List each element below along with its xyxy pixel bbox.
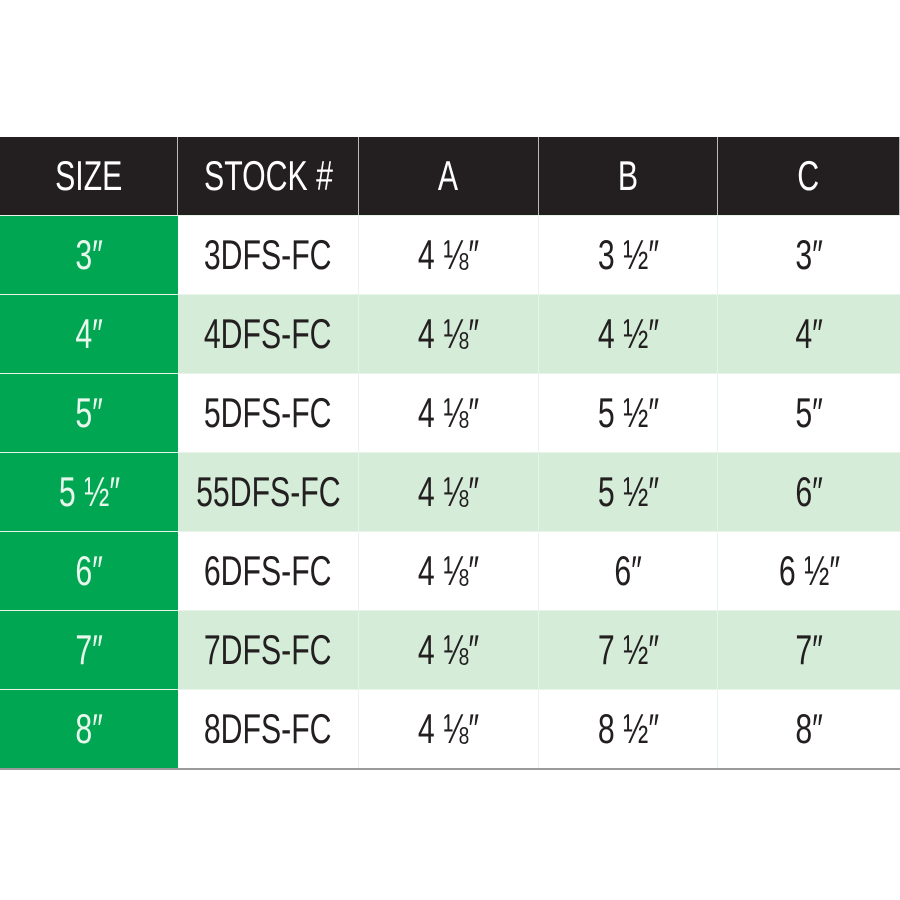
cell-value: 8″	[795, 705, 823, 752]
header-b: B	[539, 137, 718, 215]
cell-b: 4 ½″	[539, 295, 718, 373]
cell-value: 5 ½″	[597, 389, 659, 436]
cell-value: 4 ⅛″	[417, 310, 480, 357]
cell-value: 4 ⅛″	[417, 468, 480, 515]
header-label: C	[797, 152, 820, 199]
table-row: 6″ 6DFS-FC 4 ⅛″ 6″ 6 ½″	[0, 531, 900, 610]
cell-value: 7 ½″	[597, 626, 659, 673]
header-c: C	[718, 137, 900, 215]
cell-b: 3 ½″	[539, 216, 718, 294]
cell-value: 4DFS-FC	[204, 310, 332, 357]
cell-c: 6 ½″	[718, 532, 900, 610]
cell-c: 3″	[718, 216, 900, 294]
cell-value: 8DFS-FC	[204, 705, 332, 752]
cell-value: 6″	[795, 468, 823, 515]
cell-size: 7″	[0, 611, 178, 689]
cell-size: 5 ½″	[0, 453, 178, 531]
cell-value: 3″	[795, 231, 823, 278]
cell-value: 4″	[75, 310, 103, 357]
cell-size: 5″	[0, 374, 178, 452]
cell-stock-number: 6DFS-FC	[178, 532, 359, 610]
table-row: 7″ 7DFS-FC 4 ⅛″ 7 ½″ 7″	[0, 610, 900, 689]
cell-value: 8 ½″	[597, 705, 659, 752]
cell-value: 5″	[75, 389, 103, 436]
header-label: B	[617, 152, 639, 199]
cell-value: 7DFS-FC	[204, 626, 332, 673]
cell-value: 3DFS-FC	[204, 231, 332, 278]
cell-value: 4 ⅛″	[417, 626, 480, 673]
cell-a: 4 ⅛″	[359, 532, 539, 610]
table-row: 5″ 5DFS-FC 4 ⅛″ 5 ½″ 5″	[0, 373, 900, 452]
cell-a: 4 ⅛″	[359, 216, 539, 294]
cell-b: 5 ½″	[539, 374, 718, 452]
cell-a: 4 ⅛″	[359, 453, 539, 531]
table-row: 3″ 3DFS-FC 4 ⅛″ 3 ½″ 3″	[0, 215, 900, 294]
header-a: A	[359, 137, 539, 215]
cell-value: 5 ½″	[58, 468, 120, 515]
cell-stock-number: 4DFS-FC	[178, 295, 359, 373]
header-label: STOCK #	[203, 152, 333, 199]
header-label: A	[438, 152, 459, 199]
cell-size: 3″	[0, 216, 178, 294]
cell-stock-number: 8DFS-FC	[178, 690, 359, 768]
cell-value: 4″	[795, 310, 823, 357]
cell-c: 7″	[718, 611, 900, 689]
cell-stock-number: 55DFS-FC	[178, 453, 359, 531]
cell-value: 5″	[795, 389, 823, 436]
cell-value: 4 ⅛″	[417, 389, 480, 436]
cell-value: 4 ⅛″	[417, 705, 480, 752]
cell-value: 4 ⅛″	[417, 547, 480, 594]
header-size: SIZE	[0, 137, 178, 215]
cell-value: 7″	[75, 626, 103, 673]
table-row: 8″ 8DFS-FC 4 ⅛″ 8 ½″ 8″	[0, 689, 900, 768]
table-row: 5 ½″ 55DFS-FC 4 ⅛″ 5 ½″ 6″	[0, 452, 900, 531]
size-chart-table: SIZE STOCK # A B C 3″ 3DFS-FC 4 ⅛″ 3 ½″ 3″ 4″…	[0, 137, 900, 770]
table-header-row: SIZE STOCK # A B C	[0, 137, 900, 215]
cell-b: 7 ½″	[539, 611, 718, 689]
cell-b: 5 ½″	[539, 453, 718, 531]
cell-value: 4 ⅛″	[417, 231, 480, 278]
cell-value: 6″	[614, 547, 642, 594]
header-stock: STOCK #	[178, 137, 359, 215]
cell-value: 3 ½″	[597, 231, 659, 278]
table-row: 4″ 4DFS-FC 4 ⅛″ 4 ½″ 4″	[0, 294, 900, 373]
cell-value: 6″	[75, 547, 103, 594]
cell-c: 6″	[718, 453, 900, 531]
cell-stock-number: 5DFS-FC	[178, 374, 359, 452]
cell-a: 4 ⅛″	[359, 690, 539, 768]
cell-a: 4 ⅛″	[359, 295, 539, 373]
cell-value: 55DFS-FC	[195, 468, 341, 515]
cell-value: 6DFS-FC	[204, 547, 332, 594]
cell-b: 6″	[539, 532, 718, 610]
cell-a: 4 ⅛″	[359, 611, 539, 689]
header-label: SIZE	[54, 152, 123, 199]
cell-value: 3″	[75, 231, 103, 278]
cell-stock-number: 3DFS-FC	[178, 216, 359, 294]
cell-c: 5″	[718, 374, 900, 452]
cell-value: 5 ½″	[597, 468, 659, 515]
cell-value: 7″	[795, 626, 823, 673]
cell-c: 8″	[718, 690, 900, 768]
cell-value: 4 ½″	[597, 310, 659, 357]
cell-value: 8″	[75, 705, 103, 752]
cell-size: 6″	[0, 532, 178, 610]
cell-size: 8″	[0, 690, 178, 768]
cell-stock-number: 7DFS-FC	[178, 611, 359, 689]
cell-a: 4 ⅛″	[359, 374, 539, 452]
cell-c: 4″	[718, 295, 900, 373]
cell-b: 8 ½″	[539, 690, 718, 768]
cell-value: 5DFS-FC	[204, 389, 332, 436]
cell-size: 4″	[0, 295, 178, 373]
cell-value: 6 ½″	[778, 547, 840, 594]
